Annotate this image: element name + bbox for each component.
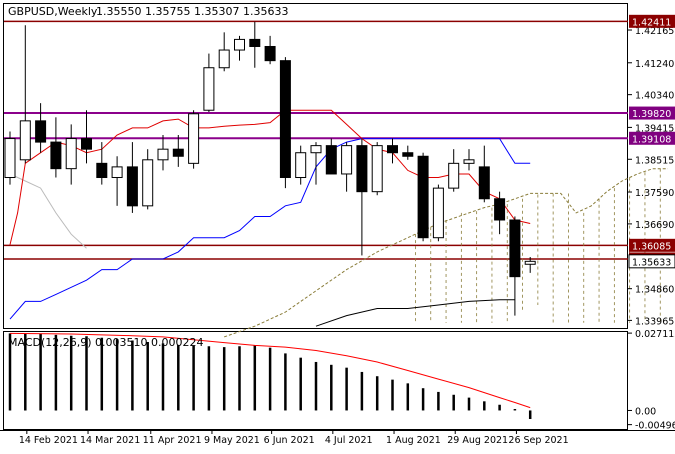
current-price-tag: 1.35633 (632, 257, 671, 268)
macd-series-layer (8, 332, 532, 420)
bullish-candle (463, 159, 475, 164)
bullish-candle (4, 138, 16, 179)
bearish-candle (172, 148, 184, 157)
price-axis-label: 1.42165 (635, 26, 674, 37)
bearish-candle (325, 145, 337, 175)
price-level-tag: 1.39108 (632, 134, 671, 145)
macd-signal-line (9, 332, 531, 409)
price-axis-label: 1.33965 (635, 316, 674, 327)
bullish-candle (371, 145, 383, 193)
time-axis-label: 4 Jul 2021 (325, 435, 373, 446)
bearish-candle (279, 60, 291, 179)
bullish-candle (234, 38, 245, 51)
bearish-candle (50, 141, 62, 170)
bearish-candle (509, 219, 521, 278)
bullish-candle (188, 113, 200, 164)
price-level-tag: 1.42411 (632, 17, 671, 28)
bearish-candle (402, 152, 414, 157)
bullish-candle (65, 138, 77, 170)
tenkan-sen-line (9, 109, 531, 245)
bullish-candle (203, 67, 215, 111)
price-level-tag: 1.39820 (632, 109, 671, 120)
price-level-tag: 1.36085 (632, 241, 671, 252)
macd-axis-label: -0.004968 (635, 421, 675, 432)
bullish-candle (295, 152, 307, 179)
bullish-candle (218, 49, 230, 69)
axis-layer: 1.42165 1.41240 1.40340 1.39415 1.38515 1.375… (19, 14, 675, 446)
price-axis-label: 1.37590 (635, 188, 674, 199)
time-axis-label: 26 Sep 2021 (508, 435, 568, 446)
time-axis-label: 6 Jun 2021 (264, 435, 315, 446)
time-axis-label: 14 Mar 2021 (80, 435, 140, 446)
macd-axis-label: 0.027112 (635, 329, 675, 340)
time-axis-label: 9 May 2021 (204, 435, 260, 446)
price-series-layer (4, 20, 668, 338)
price-tag-box (629, 131, 675, 145)
price-tag-box (629, 14, 675, 28)
time-axis-label: 29 Aug 2021 (447, 435, 508, 446)
bullish-candle (310, 145, 322, 154)
price-axis-label: 1.36690 (635, 220, 674, 231)
bullish-candle (448, 162, 460, 189)
price-axis-label: 1.39415 (635, 123, 674, 134)
price-axis-label: 1.34860 (635, 285, 674, 296)
bullish-candle (341, 145, 353, 175)
bullish-candle (111, 166, 123, 179)
bullish-candle (19, 120, 31, 161)
senkou-span-b-line (315, 299, 515, 327)
bullish-candle (142, 159, 154, 207)
price-pane-frame (3, 3, 628, 329)
macd-pane-frame (3, 331, 628, 430)
bearish-candle (35, 120, 47, 143)
bearish-candle (387, 145, 398, 154)
time-axis-label: 14 Feb 2021 (19, 435, 78, 446)
time-axis-label: 1 Aug 2021 (386, 435, 441, 446)
bullish-candle (157, 148, 169, 161)
bearish-candle (264, 45, 276, 62)
price-axis-label: 1.38515 (635, 155, 674, 166)
bearish-candle (126, 166, 138, 207)
price-tag-box (628, 254, 675, 269)
bearish-candle (81, 138, 92, 150)
kijun-sen-line (9, 138, 531, 320)
price-axis-label: 1.41240 (635, 59, 674, 70)
ohlc-readout: 1.35550 1.35755 1.35307 1.35633 (96, 5, 288, 18)
price-axis-label: 1.40340 (635, 91, 674, 102)
price-tag-box (629, 106, 675, 120)
symbol-timeframe-label: GBPUSD,Weekly (8, 5, 98, 18)
price-tag-box (629, 238, 675, 252)
bearish-candle (356, 145, 368, 193)
bearish-candle (249, 38, 261, 47)
bearish-candle (96, 162, 108, 179)
bearish-candle (417, 155, 429, 239)
bullish-candle (432, 187, 444, 239)
bearish-candle (494, 198, 506, 221)
bullish-candle (524, 260, 536, 265)
senkou-span-a-line (224, 168, 668, 338)
bearish-candle (478, 166, 490, 200)
macd-indicator-label: MACD(12,26,9) 0.003510 0.000224 (8, 336, 204, 349)
time-axis-label: 11 Apr 2021 (143, 435, 202, 446)
macd-axis-label: 0.00 (635, 406, 656, 417)
